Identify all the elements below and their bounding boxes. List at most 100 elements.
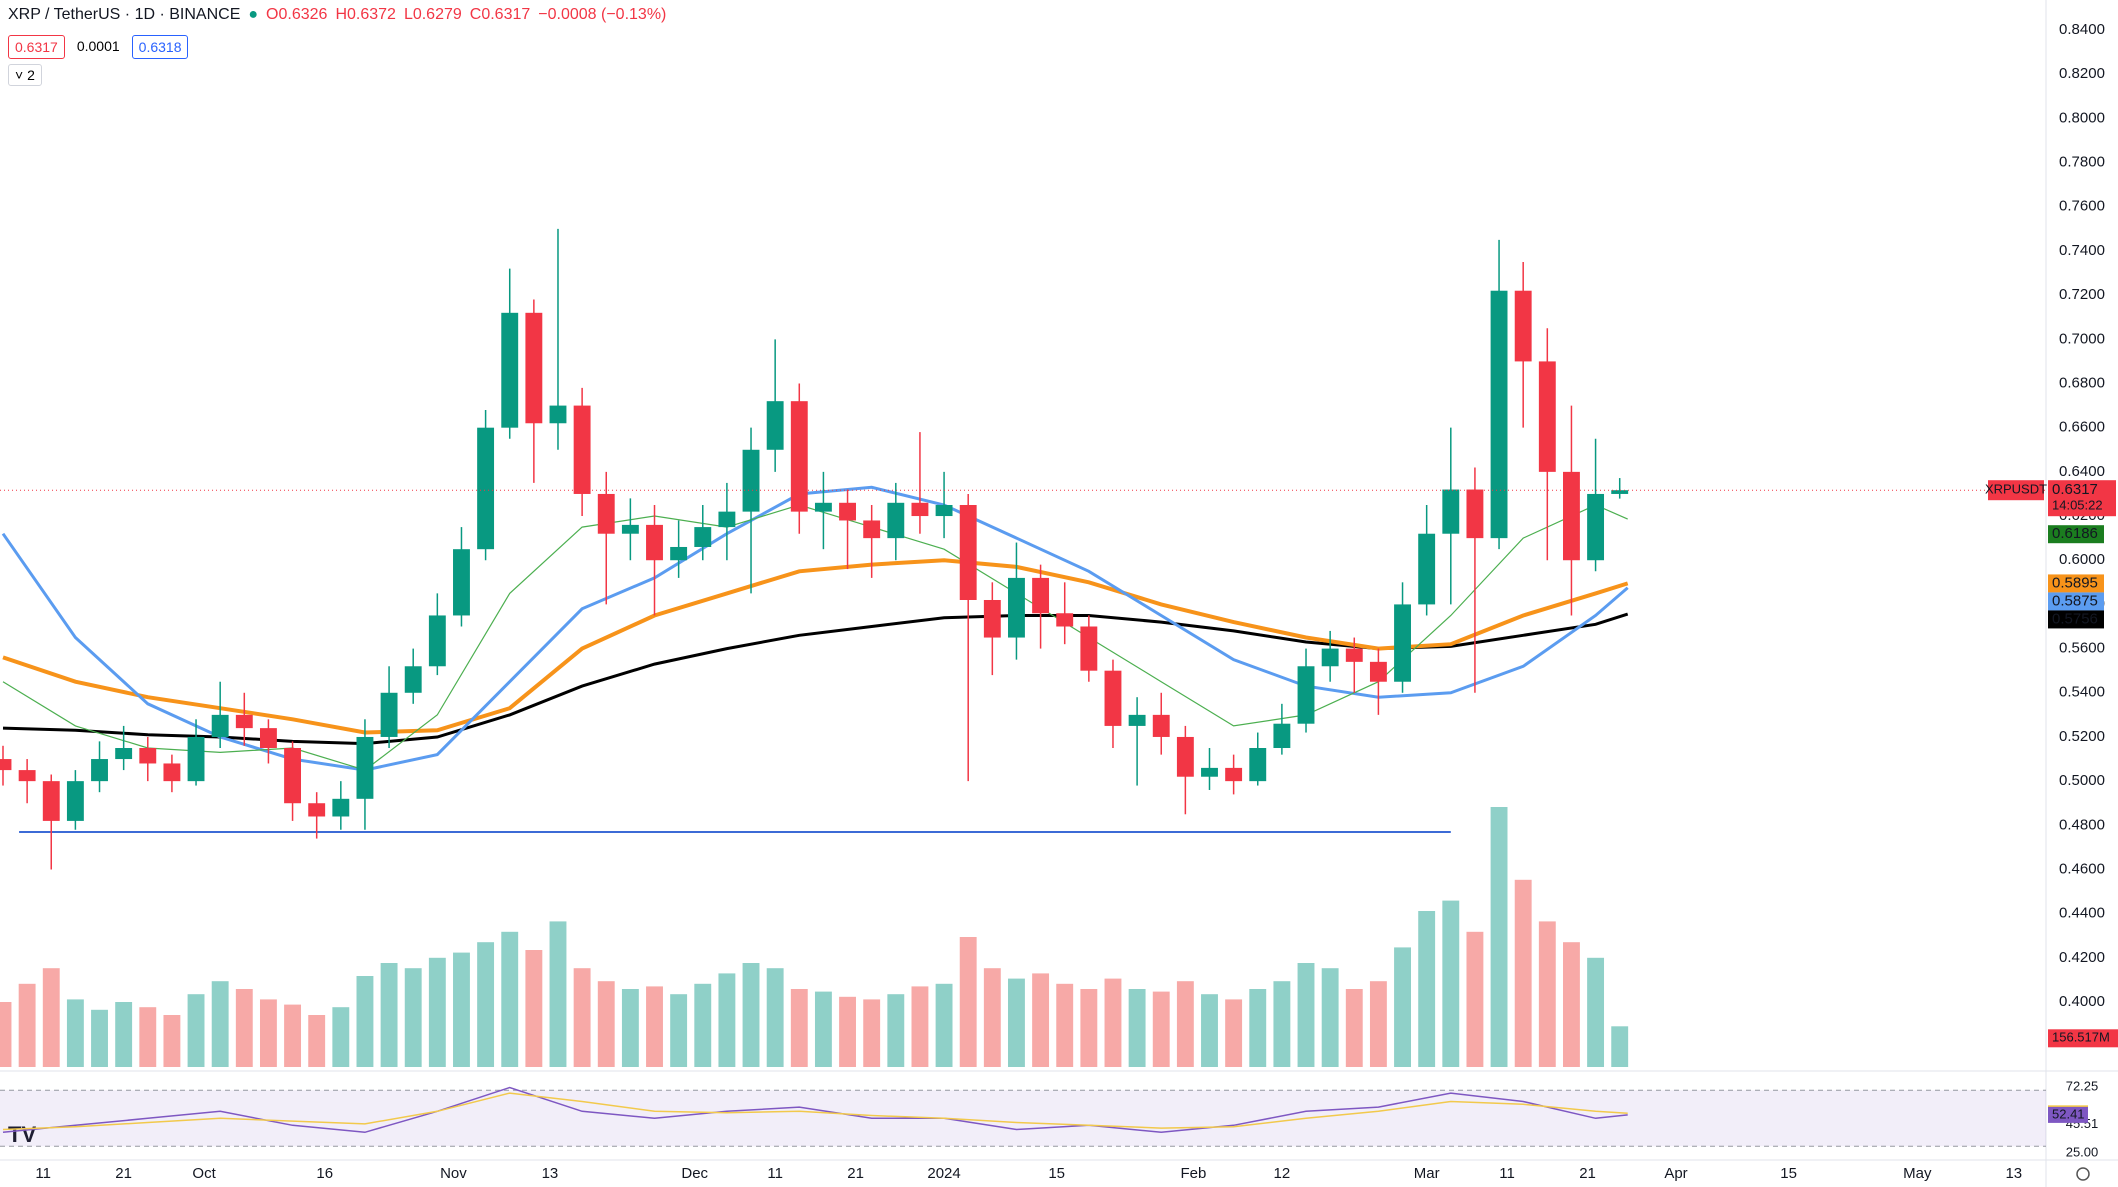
- volume-bar: [766, 968, 784, 1067]
- candle-body: [1297, 666, 1315, 724]
- y-tick-label: 0.8000: [2059, 109, 2105, 126]
- y-tick-label: 0.7200: [2059, 286, 2105, 303]
- x-tick-label: 11: [767, 1165, 783, 1182]
- candle-body: [766, 401, 784, 450]
- candle-body: [1562, 471, 1580, 561]
- last-price-tag: [2048, 480, 2116, 517]
- countdown: 14:05:22: [2052, 498, 2103, 513]
- volume-bar: [428, 957, 446, 1067]
- x-tick-label: 13: [2005, 1165, 2022, 1182]
- settings-icon[interactable]: [2076, 1167, 2090, 1181]
- rsi-value-tag: [2048, 1106, 2088, 1123]
- x-tick-label: 11: [35, 1165, 51, 1182]
- volume-bar: [959, 937, 977, 1067]
- candle-body: [839, 502, 856, 521]
- candle-body: [1345, 648, 1363, 662]
- candle-body: [1249, 748, 1267, 782]
- price-tag-label: 0.5756: [2052, 610, 2098, 627]
- volume-bar: [477, 942, 495, 1067]
- volume-bar: [453, 952, 470, 1067]
- sell-price[interactable]: 0.6317: [8, 35, 65, 59]
- candle-body: [380, 692, 398, 737]
- spread: 0.0001: [76, 38, 120, 54]
- candle-body: [1273, 723, 1291, 749]
- volume-bar: [380, 963, 398, 1067]
- rsi-line: [2, 1092, 1628, 1131]
- candle-body: [1152, 714, 1170, 737]
- logo: TV: [8, 1122, 36, 1147]
- candle-body: [573, 405, 591, 494]
- volume-bar: [284, 1004, 302, 1067]
- volume-bar: [356, 976, 374, 1067]
- ohlc-open: O0.6326: [266, 6, 328, 23]
- volume-bar: [1273, 981, 1291, 1067]
- x-tick-label: 21: [115, 1165, 132, 1182]
- indicator-toggle[interactable]: ˅ 2: [8, 64, 42, 86]
- candle-body: [935, 505, 953, 517]
- buy-price[interactable]: 0.6318: [131, 35, 189, 59]
- candle-body: [814, 502, 832, 512]
- y-tick-label: 0.4200: [2059, 949, 2105, 966]
- volume-tag: [2048, 1029, 2118, 1048]
- y-tick-label: 0.8200: [2059, 65, 2105, 82]
- x-tick-label: 2024: [927, 1165, 960, 1182]
- candle-body: [235, 714, 253, 729]
- candle-body: [332, 798, 350, 817]
- candle-body: [887, 502, 905, 539]
- volume-bar: [139, 1007, 157, 1067]
- x-tick-label: Mar: [1414, 1165, 1440, 1182]
- candle-body: [284, 748, 302, 804]
- y-tick-label: 0.5600: [2059, 640, 2105, 657]
- y-tick-label: 0.5000: [2059, 772, 2105, 789]
- volume-bar: [235, 989, 253, 1067]
- symbol-tag-bg: [1988, 480, 2044, 501]
- moving-average: [2, 504, 1628, 771]
- y-tick-label: 0.5200: [2059, 728, 2105, 745]
- candle-body: [139, 748, 157, 764]
- volume-bar: [1466, 931, 1484, 1067]
- candle-body: [597, 493, 615, 534]
- volume-bar: [1514, 879, 1532, 1067]
- volume-bar: [1008, 978, 1025, 1067]
- candle-body: [1176, 736, 1194, 777]
- volume-bar: [1104, 978, 1122, 1067]
- candle-body: [211, 714, 229, 737]
- volume-bar: [1394, 947, 1411, 1067]
- y-tick-label: 0.5400: [2059, 684, 2105, 701]
- candle-body: [259, 728, 277, 749]
- volume-bar: [1611, 1026, 1629, 1067]
- volume-bar: [0, 1002, 12, 1067]
- volume-bar: [163, 1015, 181, 1067]
- y-tick-label: 0.7000: [2059, 330, 2105, 347]
- volume-bar: [1562, 942, 1580, 1067]
- price-tag: [2048, 525, 2104, 544]
- candle-body: [742, 449, 760, 512]
- price-tag: [2048, 610, 2104, 629]
- x-tick-label: 15: [1780, 1165, 1797, 1182]
- candle-body: [1225, 767, 1243, 782]
- candle-body: [501, 312, 519, 428]
- candle-body: [621, 524, 639, 534]
- x-tick-label: 21: [847, 1165, 864, 1182]
- candle-body: [356, 736, 374, 799]
- volume-bar: [694, 983, 712, 1067]
- candle-body: [1490, 290, 1508, 539]
- candle-body: [670, 546, 688, 561]
- volume-bar: [887, 994, 905, 1067]
- candle-body: [646, 524, 663, 561]
- rsi-value-label: 52.41: [2052, 1106, 2085, 1121]
- price-tag-label: 0.5875: [2052, 592, 2098, 609]
- price-tag-label: 0.5895: [2052, 574, 2098, 591]
- y-tick-label: 0.6600: [2059, 419, 2105, 436]
- candle-body: [790, 401, 808, 512]
- volume-bar: [404, 968, 422, 1067]
- candle-body: [0, 759, 12, 771]
- y-tick-label: 0.8400: [2059, 21, 2105, 38]
- symbol-header: XRP / TetherUS · 1D · BINANCE ● O0.6326 …: [8, 6, 666, 24]
- status-dot: ●: [248, 6, 259, 23]
- volume-bar: [742, 963, 760, 1067]
- symbol[interactable]: XRP / TetherUS · 1D · BINANCE: [8, 6, 241, 23]
- volume-bar: [646, 986, 663, 1067]
- candle-body: [1369, 661, 1387, 682]
